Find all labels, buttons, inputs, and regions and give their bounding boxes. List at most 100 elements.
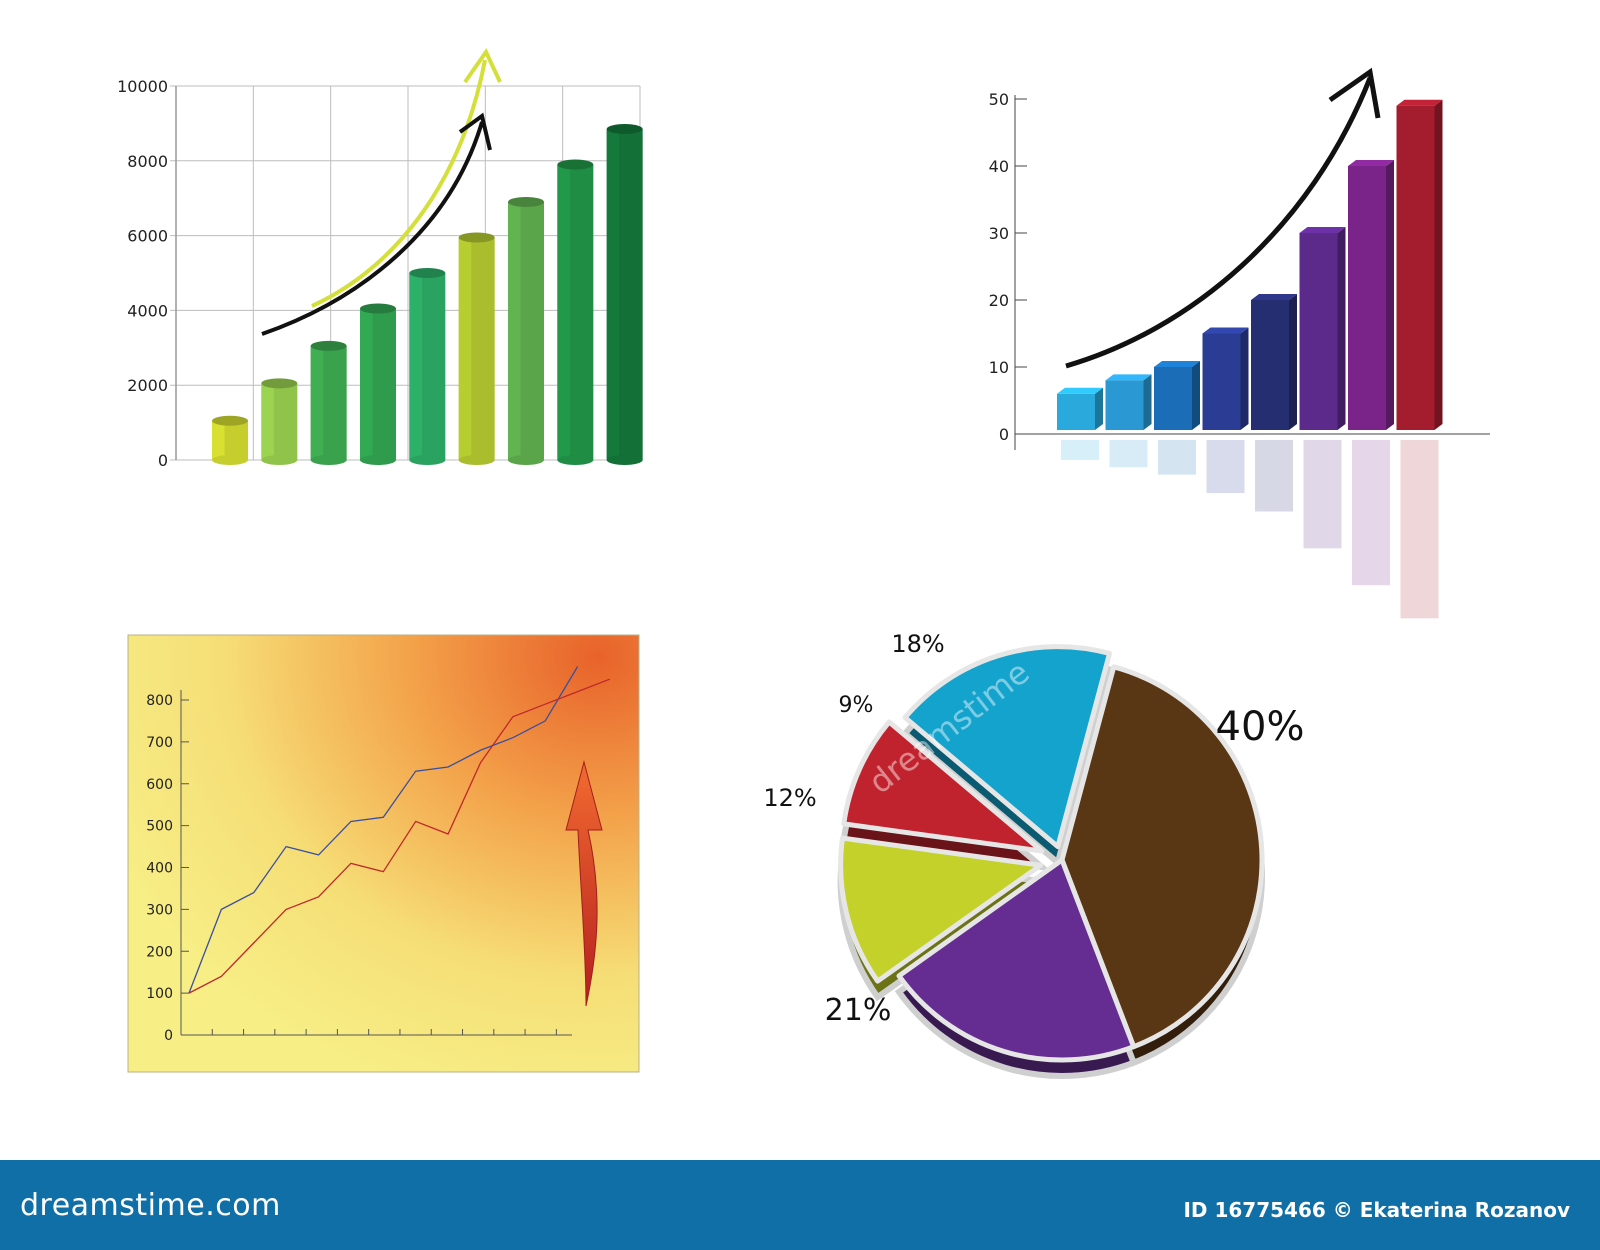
y-tick-label: 200: [146, 944, 173, 960]
bar-top: [360, 303, 396, 314]
y-axis-ticks: 0 10 20 30 40 50: [989, 90, 1009, 444]
chart-lines: 0 100 200 300 400 500 600 700 800: [127, 634, 640, 1073]
bar-side: [1289, 294, 1297, 430]
bar-reflection: [1061, 440, 1099, 460]
bar-base: [409, 455, 446, 465]
series-line-2: [188, 678, 611, 994]
bar-3d: [1396, 99, 1443, 430]
pie-slice: [1059, 664, 1265, 1050]
bar-top: [409, 268, 446, 278]
series-lines: [188, 666, 611, 994]
y-tick-label: 0: [999, 425, 1009, 444]
black-trend-arrow: [261, 121, 484, 336]
bar-cylinder: [458, 232, 495, 465]
pie-labels: 40% 21% 12% 9% 18%: [763, 630, 1304, 1028]
slice-label: 9%: [839, 693, 874, 718]
bar-3d: [1348, 160, 1394, 430]
y-tick-label: 0: [158, 451, 168, 470]
bar-top-face: [1057, 387, 1103, 394]
bar-cylinder: [261, 378, 298, 465]
bar-base: [360, 455, 396, 465]
y-tick-label: 800: [146, 693, 173, 709]
pie-slices: [838, 644, 1265, 1063]
y-tick-label: 100: [146, 986, 173, 1002]
bar-reflection: [1109, 440, 1148, 468]
bars: [212, 124, 643, 465]
bar-reflection: [1158, 440, 1196, 475]
bar-highlight: [508, 201, 521, 460]
series-line-1: [188, 666, 579, 994]
bar-side: [1240, 327, 1249, 430]
footer-credit: ID 16775466 © Ekaterina Rozanov: [1183, 1198, 1570, 1222]
bar-reflection: [1400, 440, 1439, 619]
bar-top-face: [1154, 361, 1200, 367]
axes: [1014, 95, 1490, 450]
slice-label: 18%: [891, 630, 944, 658]
bar-side: [1143, 374, 1152, 430]
bar-3d: [1299, 227, 1346, 430]
bar-top: [458, 232, 495, 243]
y-tick-label: 50: [989, 90, 1009, 109]
bar-base: [212, 455, 248, 465]
bar-top: [310, 340, 347, 351]
bar-highlight: [310, 345, 324, 460]
y-tick-label: 0: [164, 1028, 173, 1044]
bar-highlight: [261, 383, 274, 460]
bar-base: [508, 455, 544, 465]
y-tick-label: 600: [146, 777, 173, 793]
bar-front: [1299, 233, 1338, 430]
y-tick-label: 30: [989, 224, 1009, 243]
black-trend-arrowhead: [1328, 67, 1381, 119]
pie-slice: [838, 835, 1044, 984]
bar-highlight: [458, 237, 472, 460]
bar-3d: [1154, 361, 1200, 430]
bar-cylinder: [508, 196, 544, 465]
bar-front: [1251, 300, 1289, 430]
footer-bar: dreamstime.com ID 16775466 © Ekaterina R…: [0, 1160, 1600, 1250]
y-tick-label: 300: [146, 902, 173, 918]
slice-label: 21%: [825, 993, 892, 1028]
red-up-arrow: [565, 760, 603, 1007]
yellow-trend-arrowhead: [463, 48, 502, 84]
bar-3d: [1251, 294, 1297, 430]
y-tick-label: 10: [989, 358, 1009, 377]
y-tick-label: 2000: [127, 376, 168, 395]
bar-base: [261, 455, 298, 465]
bar-highlight: [360, 308, 373, 460]
y-tick-label: 10000: [117, 77, 168, 96]
bar-top-face: [1105, 374, 1152, 381]
y-tick-label: 400: [146, 861, 173, 877]
reflection: [1061, 440, 1439, 619]
chart-color-bars: 0 10 20 30 40 50: [989, 67, 1490, 619]
bar-top: [606, 124, 643, 135]
bar-cylinder: [212, 415, 248, 465]
bar-side: [1337, 227, 1346, 430]
bar-top-face: [1299, 227, 1346, 233]
bar-cylinder: [310, 340, 347, 465]
bar-3d: [1105, 374, 1152, 430]
bar-base: [557, 455, 594, 465]
bars: [1057, 99, 1443, 430]
bar-top-face: [1348, 160, 1394, 166]
bar-side: [1095, 387, 1103, 430]
bar-cylinder: [606, 124, 643, 465]
chart-green-bars: 0 2000 4000 6000 8000 10000: [117, 48, 643, 470]
bar-reflection: [1206, 440, 1245, 494]
bar-front: [1396, 105, 1435, 430]
y-tick-label: 700: [146, 735, 173, 751]
bar-front: [1154, 367, 1192, 430]
pie-slice: [841, 719, 1045, 854]
bar-front: [1348, 166, 1386, 430]
y-axis-ticks: 0 100 200 300 400 500 600 700 800: [146, 693, 173, 1044]
bar-reflection: [1255, 440, 1293, 512]
y-tick-label: 20: [989, 291, 1009, 310]
bar-side: [1386, 160, 1394, 430]
pie-slice: [896, 857, 1137, 1063]
black-trend-arrowhead: [458, 112, 492, 151]
y-tick-label: 500: [146, 819, 173, 835]
y-tick-label: 4000: [127, 301, 168, 320]
bar-top-face: [1202, 327, 1249, 334]
y-tick-label: 40: [989, 157, 1009, 176]
pie-slice: [902, 644, 1113, 850]
